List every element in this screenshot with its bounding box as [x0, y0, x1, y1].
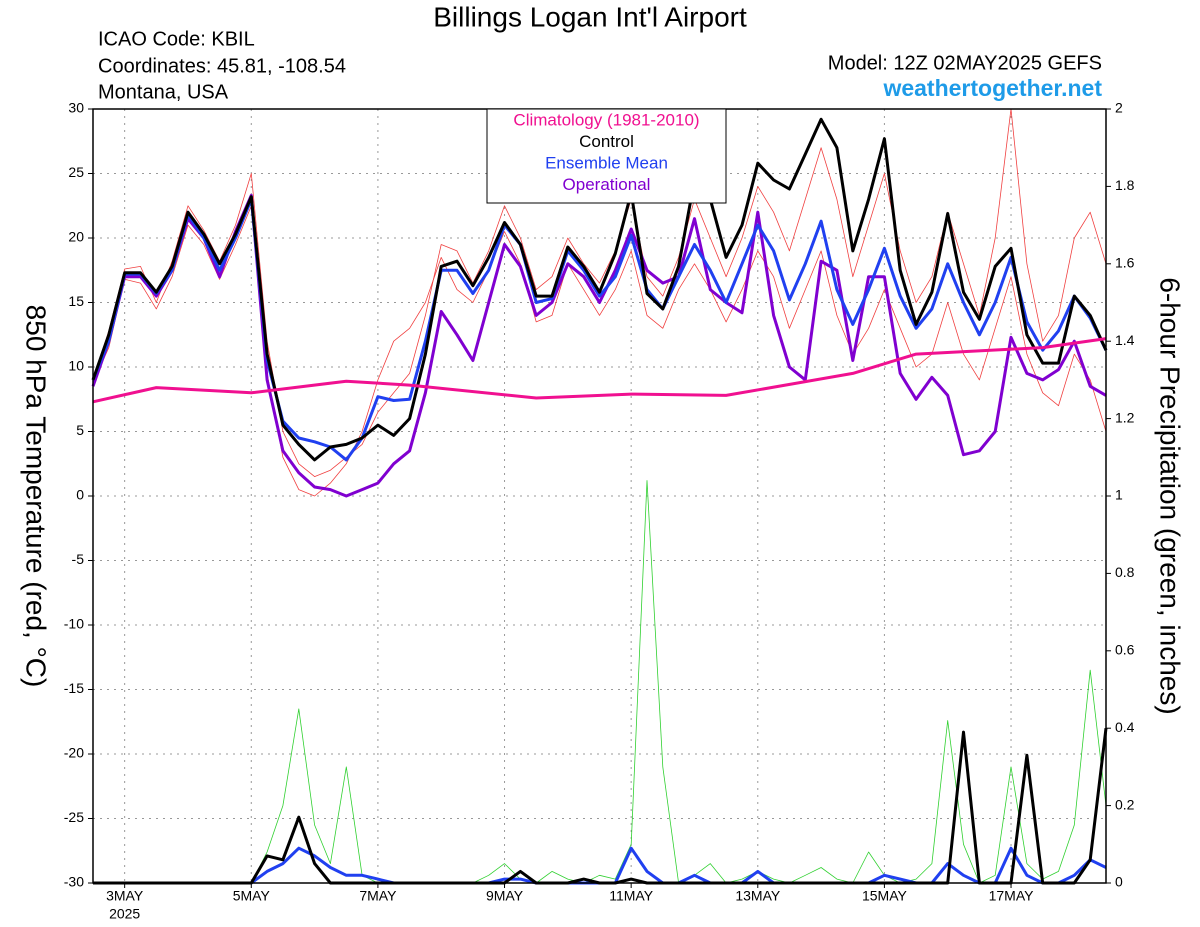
x-tick-label: 5MAY: [233, 888, 271, 904]
x-tick-label: 13MAY: [735, 888, 781, 904]
legend-box: [486, 108, 727, 204]
legend-entry: Ensemble Mean: [545, 153, 668, 172]
y-tick-label: -25: [64, 809, 84, 825]
y-tick-label: -5: [72, 551, 85, 567]
y2-tick-label: 0.6: [1115, 642, 1135, 658]
y-tick-label: -30: [64, 874, 84, 890]
y2-tick-label: 1.4: [1115, 332, 1135, 348]
x-tick-label: 15MAY: [862, 888, 908, 904]
y2-tick-label: 0.8: [1115, 564, 1135, 580]
y-tick-label: 0: [76, 487, 84, 503]
y2-axis-label: 6-hour Precipitation (green, inches): [1155, 277, 1186, 714]
series-line: [91, 117, 1108, 462]
x-tick-label: 17MAY: [989, 888, 1035, 904]
y-tick-label: 20: [68, 229, 84, 245]
y2-tick-label: 1.6: [1115, 255, 1135, 271]
site-label: weathertogether.net: [882, 75, 1102, 101]
y2-tick-label: 2: [1115, 100, 1123, 116]
series-line: [93, 728, 1108, 885]
annotation: ICAO Code: KBIL: [98, 28, 255, 50]
legend-entry: Operational: [563, 175, 651, 194]
y2-tick-label: 1.2: [1115, 409, 1135, 425]
x-sublabel: 2025: [109, 906, 140, 922]
y-tick-label: 30: [68, 100, 84, 116]
y2-tick-label: 0.2: [1115, 796, 1135, 812]
y-tick-label: -20: [64, 745, 84, 761]
x-tick-label: 11MAY: [609, 888, 653, 904]
y-tick-label: 10: [68, 358, 84, 374]
x-tick-label: 3MAY: [106, 888, 144, 904]
x-tick-label: 7MAY: [359, 888, 397, 904]
legend: Climatology (1981-2010) Control Ensemble M…: [486, 108, 727, 204]
annotation: Coordinates: 45.81, -108.54: [98, 55, 346, 77]
y-tick-label: 25: [68, 164, 84, 180]
y-tick-label: -10: [64, 616, 84, 632]
series-line: [93, 846, 1107, 885]
y-tick-label: 15: [68, 293, 84, 309]
annotation: Montana, USA: [98, 81, 229, 103]
y-axis-label: 850 hPa Temperature (red, °C): [21, 305, 52, 688]
chart-title: Billings Logan Int'l Airport: [433, 1, 747, 32]
model-label: Model: 12Z 02MAY2025 GEFS: [828, 52, 1102, 74]
y-tick-label: -15: [64, 680, 84, 696]
x-tick-label: 9MAY: [486, 888, 524, 904]
y2-tick-label: 0: [1115, 874, 1123, 890]
series-line: [92, 337, 1107, 404]
series-line: [92, 108, 1107, 477]
y2-tick-label: 1.8: [1115, 177, 1135, 193]
legend-entry: Climatology (1981-2010): [513, 110, 699, 129]
legend-entry: Control: [579, 132, 634, 151]
y-tick-label: 5: [76, 422, 84, 438]
y2-tick-label: 0.4: [1115, 719, 1135, 735]
y2-tick-label: 1: [1115, 487, 1123, 503]
